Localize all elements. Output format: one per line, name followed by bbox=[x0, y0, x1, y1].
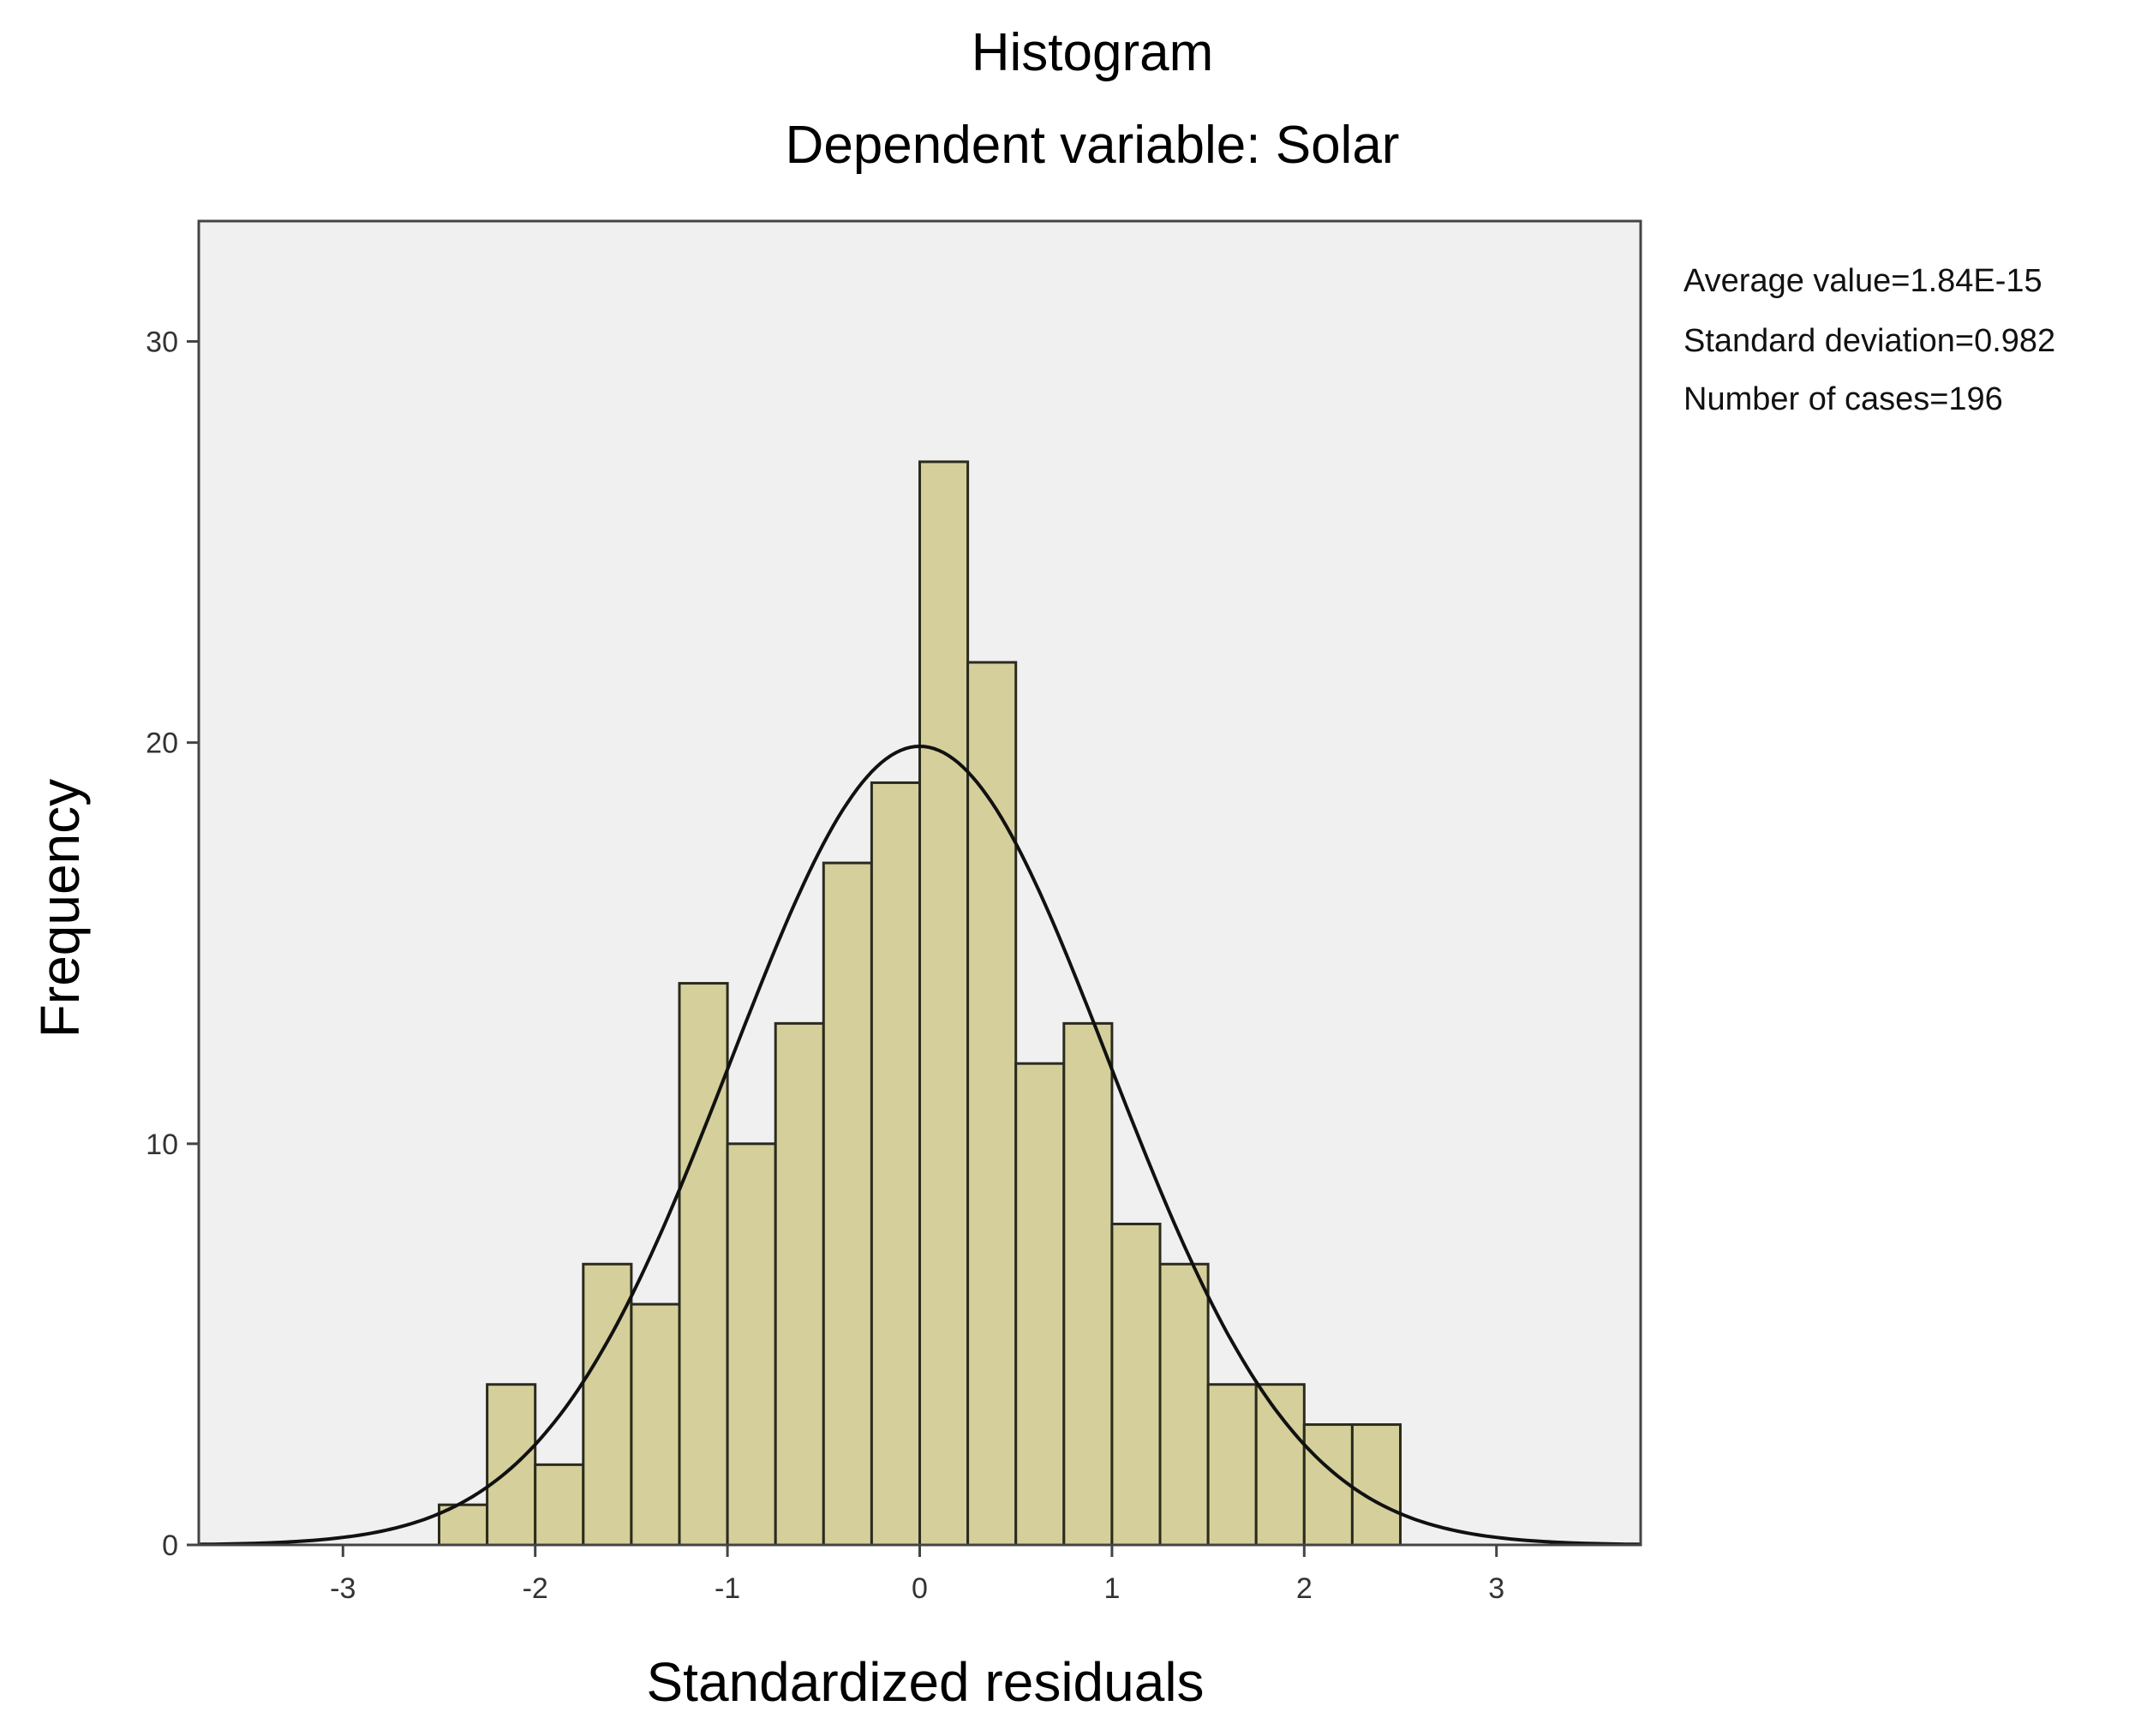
y-tick-label: 30 bbox=[146, 326, 178, 358]
y-axis: 0 10 20 30 bbox=[146, 326, 199, 1562]
histogram-bar bbox=[1110, 1222, 1162, 1547]
histogram-bar bbox=[1254, 1383, 1306, 1547]
histogram-bar bbox=[726, 1142, 777, 1547]
y-tick-label: 10 bbox=[146, 1128, 178, 1161]
x-axis: -3 -2 -1 0 1 2 3 bbox=[330, 1545, 1504, 1605]
histogram-bar bbox=[1206, 1383, 1258, 1547]
histogram-bar bbox=[1302, 1423, 1354, 1547]
chart-title: Histogram bbox=[972, 23, 1214, 82]
histogram-bar bbox=[1350, 1423, 1402, 1547]
y-tick-label: 20 bbox=[146, 727, 178, 760]
histogram-bar bbox=[1158, 1262, 1210, 1547]
normal-curve bbox=[198, 744, 1642, 1547]
stat-num-cases: Number of cases=196 bbox=[1683, 381, 2003, 417]
histogram-bar bbox=[486, 1383, 537, 1547]
y-axis-title: Frequency bbox=[29, 779, 91, 1038]
histogram-bar bbox=[822, 861, 873, 1547]
histogram-bar bbox=[870, 781, 922, 1547]
x-tick-label: 1 bbox=[1103, 1572, 1120, 1605]
histogram-bar bbox=[918, 460, 970, 1547]
histogram-bar bbox=[534, 1463, 585, 1547]
x-tick-label: 2 bbox=[1296, 1572, 1313, 1605]
histogram-bar bbox=[966, 661, 1018, 1547]
x-tick-label: -2 bbox=[523, 1572, 548, 1605]
x-tick-label: 0 bbox=[912, 1572, 928, 1605]
y-tick-label: 0 bbox=[162, 1529, 178, 1562]
plot-border bbox=[197, 219, 1642, 1547]
x-tick-label: -3 bbox=[330, 1572, 356, 1605]
x-tick-label: 3 bbox=[1488, 1572, 1504, 1605]
histogram-bar bbox=[630, 1302, 681, 1547]
x-tick-label: -1 bbox=[715, 1572, 740, 1605]
stat-average: Average value=1.84E-15 bbox=[1683, 263, 2042, 299]
chart-subtitle: Dependent variable: Solar bbox=[786, 116, 1400, 175]
histogram-bar bbox=[1062, 1021, 1114, 1547]
histogram-bar bbox=[774, 1021, 825, 1547]
x-axis-title: Standardized residuals bbox=[646, 1651, 1204, 1713]
bars-group bbox=[438, 460, 1402, 1547]
histogram-bar bbox=[678, 982, 729, 1547]
histogram-bar bbox=[1014, 1062, 1066, 1547]
stat-std-dev: Standard deviation=0.982 bbox=[1683, 323, 2055, 359]
histogram-bar bbox=[582, 1262, 633, 1547]
